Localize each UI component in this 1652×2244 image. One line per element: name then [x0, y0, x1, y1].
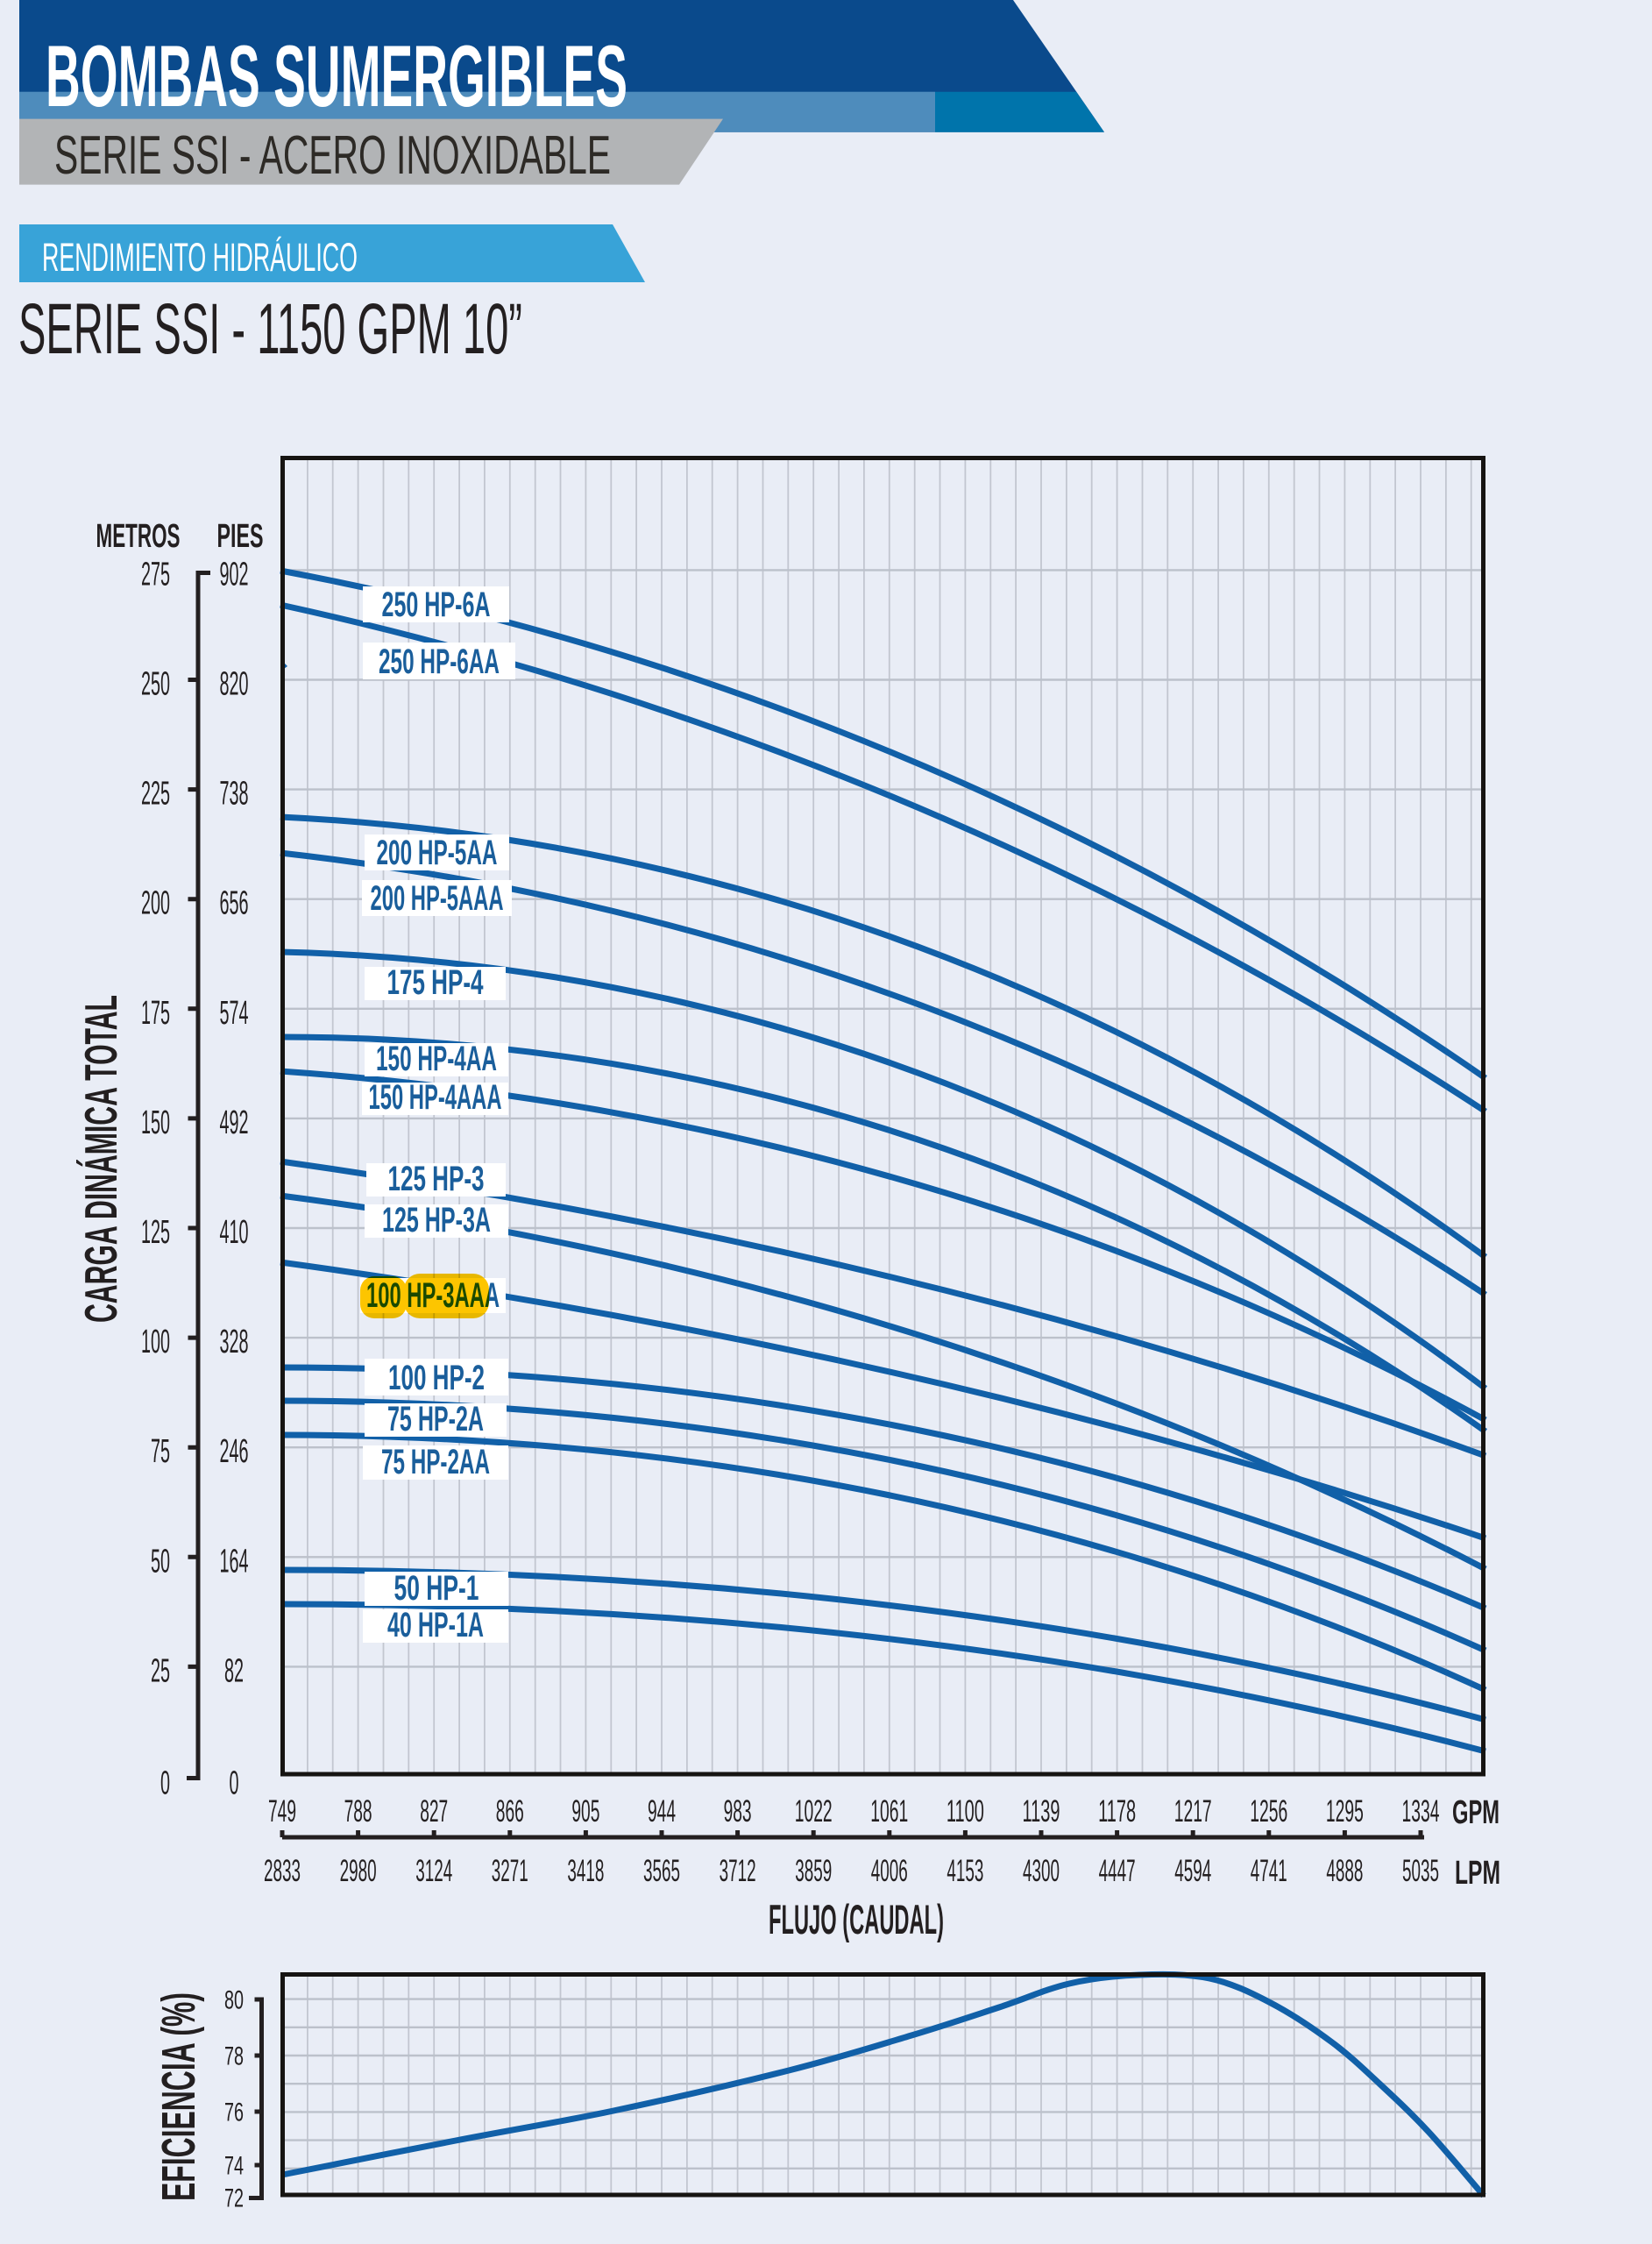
- svg-text:250 HP-6A: 250 HP-6A: [382, 586, 491, 624]
- svg-text:820: 820: [220, 666, 249, 703]
- svg-text:983: 983: [724, 1794, 752, 1829]
- svg-text:76: 76: [224, 2098, 244, 2127]
- svg-text:250: 250: [141, 666, 170, 703]
- svg-text:200: 200: [141, 885, 170, 922]
- svg-text:25: 25: [151, 1652, 170, 1689]
- svg-text:175 HP-4: 175 HP-4: [387, 963, 484, 1002]
- svg-text:40 HP-1A: 40 HP-1A: [387, 1606, 484, 1644]
- svg-text:3418: 3418: [567, 1854, 604, 1888]
- svg-text:4888: 4888: [1326, 1854, 1363, 1888]
- svg-text:50: 50: [151, 1543, 170, 1580]
- svg-text:METROS: METROS: [96, 518, 181, 555]
- svg-text:164: 164: [220, 1543, 249, 1580]
- svg-text:656: 656: [220, 885, 249, 922]
- svg-text:4741: 4741: [1251, 1854, 1287, 1888]
- svg-text:150 HP-4AA: 150 HP-4AA: [376, 1040, 497, 1078]
- svg-text:EFICIENCIA (%): EFICIENCIA (%): [152, 1992, 205, 2201]
- svg-text:1256: 1256: [1250, 1794, 1287, 1829]
- svg-text:3565: 3565: [643, 1854, 680, 1888]
- svg-text:72: 72: [224, 2184, 244, 2213]
- svg-text:RENDIMIENTO HIDRÁULICO: RENDIMIENTO HIDRÁULICO: [42, 235, 358, 280]
- svg-text:80: 80: [224, 1986, 244, 2015]
- svg-text:125 HP-3A: 125 HP-3A: [382, 1201, 491, 1239]
- svg-text:574: 574: [220, 995, 249, 1032]
- svg-text:905: 905: [571, 1794, 599, 1829]
- svg-text:250 HP-6AA: 250 HP-6AA: [379, 643, 500, 681]
- svg-text:4594: 4594: [1174, 1854, 1211, 1888]
- svg-text:FLUJO (CAUDAL): FLUJO (CAUDAL): [769, 1896, 944, 1942]
- svg-text:0: 0: [230, 1765, 239, 1802]
- svg-text:GPM: GPM: [1452, 1794, 1500, 1831]
- svg-text:275: 275: [141, 556, 170, 593]
- svg-text:749: 749: [268, 1794, 296, 1829]
- svg-text:1100: 1100: [947, 1794, 984, 1829]
- svg-text:3712: 3712: [720, 1854, 756, 1888]
- svg-text:3271: 3271: [492, 1854, 528, 1888]
- svg-text:902: 902: [220, 556, 249, 593]
- svg-text:75: 75: [151, 1433, 170, 1470]
- svg-text:0: 0: [160, 1765, 170, 1802]
- svg-text:75 HP-2AA: 75 HP-2AA: [381, 1443, 490, 1481]
- svg-text:2833: 2833: [264, 1854, 301, 1888]
- svg-text:CARGA DINÁMICA TOTAL: CARGA DINÁMICA TOTAL: [76, 995, 127, 1323]
- svg-text:1295: 1295: [1326, 1794, 1364, 1829]
- svg-text:SERIE SSI - 1150 GPM 10”: SERIE SSI - 1150 GPM 10”: [18, 289, 522, 369]
- svg-text:PIES: PIES: [217, 518, 264, 555]
- svg-text:225: 225: [141, 776, 170, 813]
- svg-text:75 HP-2A: 75 HP-2A: [387, 1400, 484, 1438]
- svg-text:3859: 3859: [795, 1854, 832, 1888]
- svg-text:3124: 3124: [415, 1854, 452, 1888]
- svg-text:1022: 1022: [795, 1794, 833, 1829]
- svg-text:738: 738: [220, 776, 249, 813]
- svg-text:492: 492: [220, 1104, 249, 1141]
- svg-text:150 HP-4AAA: 150 HP-4AAA: [369, 1078, 502, 1117]
- svg-text:4300: 4300: [1023, 1854, 1060, 1888]
- svg-text:125 HP-3: 125 HP-3: [388, 1160, 485, 1198]
- svg-text:78: 78: [224, 2042, 244, 2071]
- svg-text:410: 410: [220, 1214, 249, 1251]
- svg-text:1061: 1061: [870, 1794, 908, 1829]
- svg-text:788: 788: [344, 1794, 372, 1829]
- svg-text:4447: 4447: [1099, 1854, 1136, 1888]
- svg-text:1178: 1178: [1098, 1794, 1136, 1829]
- svg-text:82: 82: [224, 1652, 244, 1689]
- svg-text:100: 100: [141, 1324, 170, 1360]
- svg-text:246: 246: [220, 1433, 249, 1470]
- svg-text:175: 175: [141, 995, 170, 1032]
- svg-text:74: 74: [224, 2152, 244, 2181]
- svg-text:200 HP-5AAA: 200 HP-5AAA: [371, 879, 504, 918]
- svg-text:125: 125: [141, 1214, 170, 1251]
- svg-text:SERIE SSI - ACERO INOXIDABLE: SERIE SSI - ACERO INOXIDABLE: [54, 125, 611, 186]
- svg-text:50 HP-1: 50 HP-1: [394, 1569, 479, 1608]
- svg-text:827: 827: [420, 1794, 448, 1829]
- svg-text:100 HP-2: 100 HP-2: [388, 1359, 485, 1397]
- svg-text:2980: 2980: [340, 1854, 377, 1888]
- svg-text:150: 150: [141, 1104, 170, 1141]
- svg-text:1217: 1217: [1174, 1794, 1212, 1829]
- svg-text:1139: 1139: [1023, 1794, 1060, 1829]
- svg-text:200 HP-5AA: 200 HP-5AA: [377, 834, 498, 872]
- svg-text:5035: 5035: [1402, 1854, 1439, 1888]
- svg-text:LPM: LPM: [1455, 1855, 1500, 1892]
- svg-text:866: 866: [496, 1794, 524, 1829]
- svg-text:1334: 1334: [1402, 1794, 1440, 1829]
- svg-text:4153: 4153: [947, 1854, 983, 1888]
- svg-text:4006: 4006: [871, 1854, 908, 1888]
- svg-text:944: 944: [648, 1794, 676, 1829]
- svg-text:328: 328: [220, 1324, 249, 1360]
- svg-text:BOMBAS SUMERGIBLES: BOMBAS SUMERGIBLES: [46, 27, 627, 124]
